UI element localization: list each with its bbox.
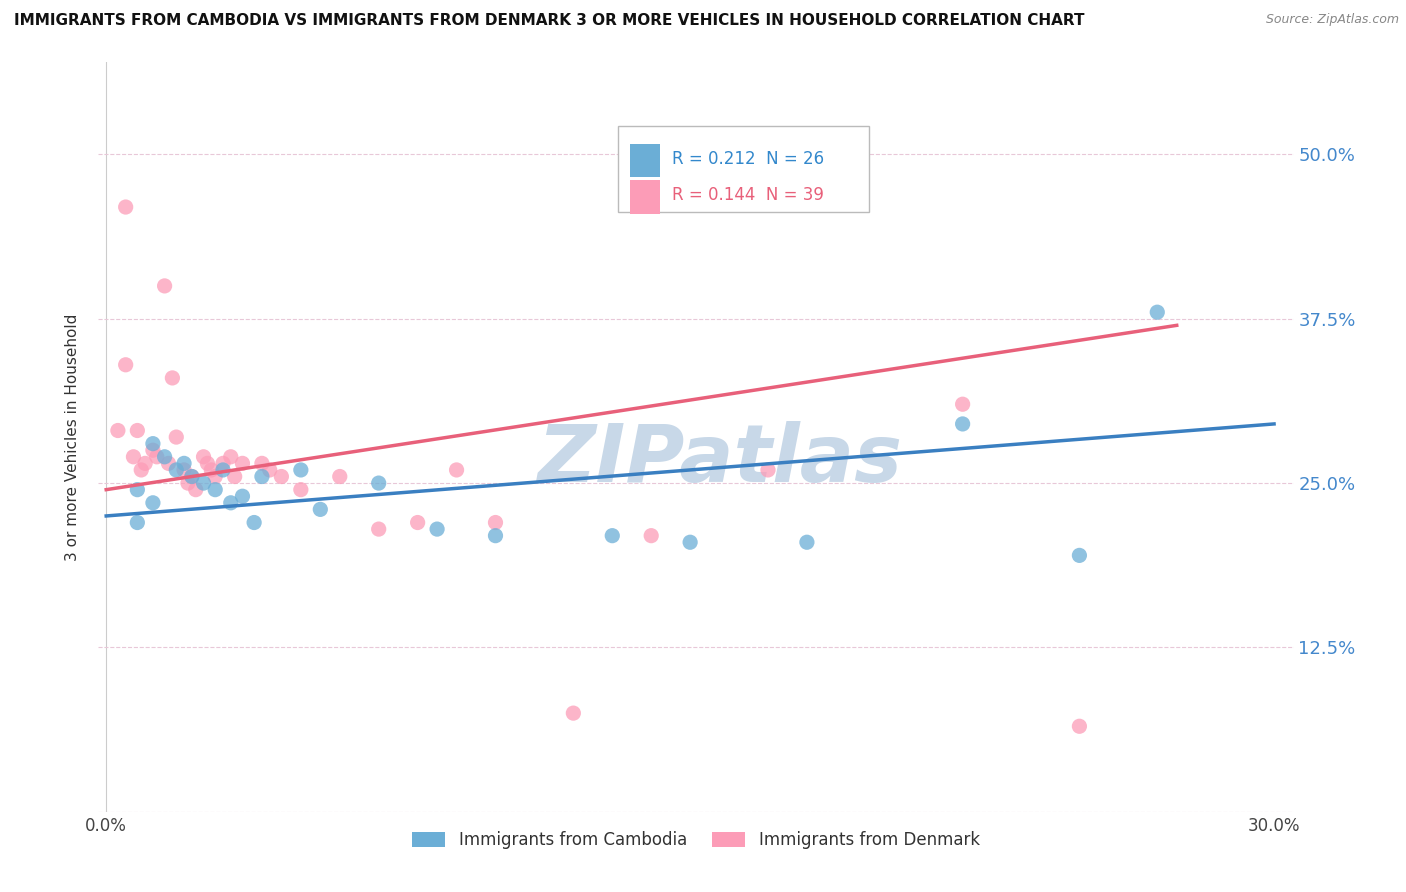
Text: Source: ZipAtlas.com: Source: ZipAtlas.com [1265, 13, 1399, 27]
Point [127, 483, 149, 497]
Point [200, 463, 222, 477]
Point [600, 529, 623, 543]
Point [952, 417, 974, 431]
Point [114, 358, 136, 372]
Point [127, 516, 149, 530]
Y-axis label: 3 or more Vehicles in Household: 3 or more Vehicles in Household [65, 313, 80, 561]
Point [142, 436, 165, 450]
Text: R = 0.144  N = 39: R = 0.144 N = 39 [672, 186, 824, 204]
FancyBboxPatch shape [619, 126, 869, 212]
Point [122, 450, 145, 464]
Point [177, 476, 200, 491]
Point [173, 456, 195, 470]
Point [157, 456, 180, 470]
Bar [630, 144, 661, 178]
Point [446, 463, 468, 477]
Point [204, 483, 226, 497]
Point [679, 535, 702, 549]
Point [290, 483, 312, 497]
Bar [630, 180, 661, 214]
Text: IMMIGRANTS FROM CAMBODIA VS IMMIGRANTS FROM DENMARK 3 OR MORE VEHICLES IN HOUSEH: IMMIGRANTS FROM CAMBODIA VS IMMIGRANTS F… [14, 13, 1084, 29]
Point [162, 371, 184, 385]
Point [184, 483, 207, 497]
Point [259, 463, 281, 477]
Point [165, 463, 187, 477]
Point [180, 469, 202, 483]
Point [309, 502, 332, 516]
Point [180, 469, 202, 483]
Point [243, 516, 266, 530]
Point [484, 529, 506, 543]
Point [1069, 549, 1091, 563]
Point [640, 529, 662, 543]
Point [796, 535, 818, 549]
Point [270, 469, 292, 483]
Point [219, 450, 242, 464]
Point [165, 430, 187, 444]
Text: ZIPatlas: ZIPatlas [537, 420, 903, 499]
Point [329, 469, 352, 483]
Point [129, 463, 152, 477]
Point [952, 397, 974, 411]
Point [224, 469, 246, 483]
Point [153, 279, 176, 293]
Legend: Immigrants from Cambodia, Immigrants from Denmark: Immigrants from Cambodia, Immigrants fro… [405, 824, 987, 855]
Text: R = 0.212  N = 26: R = 0.212 N = 26 [672, 150, 824, 168]
Point [142, 443, 165, 458]
Point [193, 450, 215, 464]
Point [153, 450, 176, 464]
Point [142, 496, 165, 510]
Point [231, 489, 253, 503]
Point [484, 516, 506, 530]
Point [1069, 719, 1091, 733]
Point [426, 522, 449, 536]
Point [290, 463, 312, 477]
Point [406, 516, 429, 530]
Point [219, 496, 242, 510]
Point [562, 706, 585, 720]
Point [204, 469, 226, 483]
Point [231, 456, 253, 470]
Point [250, 469, 273, 483]
Point [1146, 305, 1168, 319]
Point [146, 450, 169, 464]
Point [212, 463, 235, 477]
Point [173, 463, 195, 477]
Point [193, 476, 215, 491]
Point [114, 200, 136, 214]
Point [250, 456, 273, 470]
Point [127, 424, 149, 438]
Point [756, 463, 779, 477]
Point [212, 456, 235, 470]
Point [367, 476, 389, 491]
Point [197, 456, 219, 470]
Point [134, 456, 156, 470]
Point [107, 424, 129, 438]
Point [367, 522, 389, 536]
